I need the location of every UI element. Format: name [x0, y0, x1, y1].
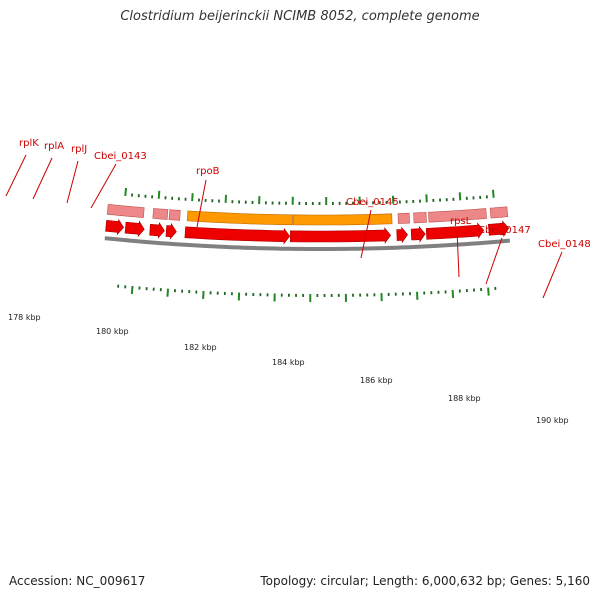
label-leader-line	[196, 179, 207, 228]
cds-feature	[149, 222, 165, 239]
scale-label: 180 kbp	[96, 327, 129, 336]
genome-stats-text: Topology: circular; Length: 6,000,632 bp…	[260, 574, 590, 588]
highlighted-gene-feature	[292, 213, 393, 226]
gene-feature	[428, 208, 487, 223]
gene-feature	[397, 212, 410, 224]
backbone-line	[104, 236, 511, 251]
major-tick	[124, 187, 128, 197]
major-tick	[458, 192, 462, 201]
accession-text: Accession: NC_009617	[9, 574, 146, 588]
gene-feature	[489, 206, 509, 219]
major-tick	[166, 288, 170, 297]
major-tick	[130, 285, 134, 295]
gene-labels: rplK rplA rplJ Cbei_0143 rpoB Cbei_0145 rpsL Cb…	[19, 138, 591, 250]
gene-label: rplA	[44, 141, 64, 152]
label-leader-line	[90, 163, 117, 209]
gene-label: rpsL	[450, 216, 472, 227]
label-leader-line	[360, 209, 372, 259]
gene-label: Cbei_0147	[478, 225, 531, 236]
scale-label: 186 kbp	[360, 376, 393, 385]
cds-feature	[289, 227, 391, 244]
scale-label: 182 kbp	[184, 343, 217, 352]
gene-label: Cbei_0148	[538, 239, 591, 250]
gene-feature	[106, 204, 145, 219]
label-leader-line	[456, 229, 460, 278]
major-tick	[492, 189, 495, 198]
scale-label: 178 kbp	[8, 313, 41, 322]
gene-label: rpoB	[196, 166, 220, 177]
gene-label: rplK	[19, 138, 39, 149]
feature-tracks	[104, 204, 511, 251]
highlighted-gene-feature	[186, 210, 293, 226]
scale-label: 190 kbp	[536, 416, 569, 425]
cds-feature	[105, 218, 124, 236]
label-leader-line	[32, 157, 53, 200]
ruler-ticks	[117, 187, 497, 302]
gene-feature	[413, 211, 427, 224]
cds-feature	[184, 226, 291, 245]
gene-label: rplJ	[71, 144, 87, 155]
label-leader-line	[542, 251, 563, 299]
cds-feature	[165, 222, 177, 240]
gene-label: Cbei_0143	[94, 151, 147, 162]
major-tick	[157, 190, 161, 199]
genome-title: Clostridium beijerinckii NCIMB 8052, com…	[120, 9, 480, 24]
cds-feature	[410, 225, 426, 243]
label-leader-line	[66, 160, 79, 204]
gene-feature	[152, 208, 169, 220]
cds-feature	[124, 220, 145, 238]
cds-feature	[396, 226, 408, 244]
gene-feature	[168, 209, 181, 221]
scale-label: 188 kbp	[448, 394, 481, 403]
cds-feature	[487, 220, 510, 238]
major-tick	[487, 287, 490, 296]
label-leader-line	[5, 154, 27, 197]
label-leader-lines	[5, 154, 563, 299]
cds-feature	[425, 222, 485, 240]
scale-label: 184 kbp	[272, 358, 305, 367]
scale-labels: 178 kbp 180 kbp 182 kbp 184 kbp 186 kbp 188 k…	[8, 313, 569, 425]
gene-label: Cbei_0145	[346, 197, 399, 208]
label-leader-line	[485, 237, 503, 285]
